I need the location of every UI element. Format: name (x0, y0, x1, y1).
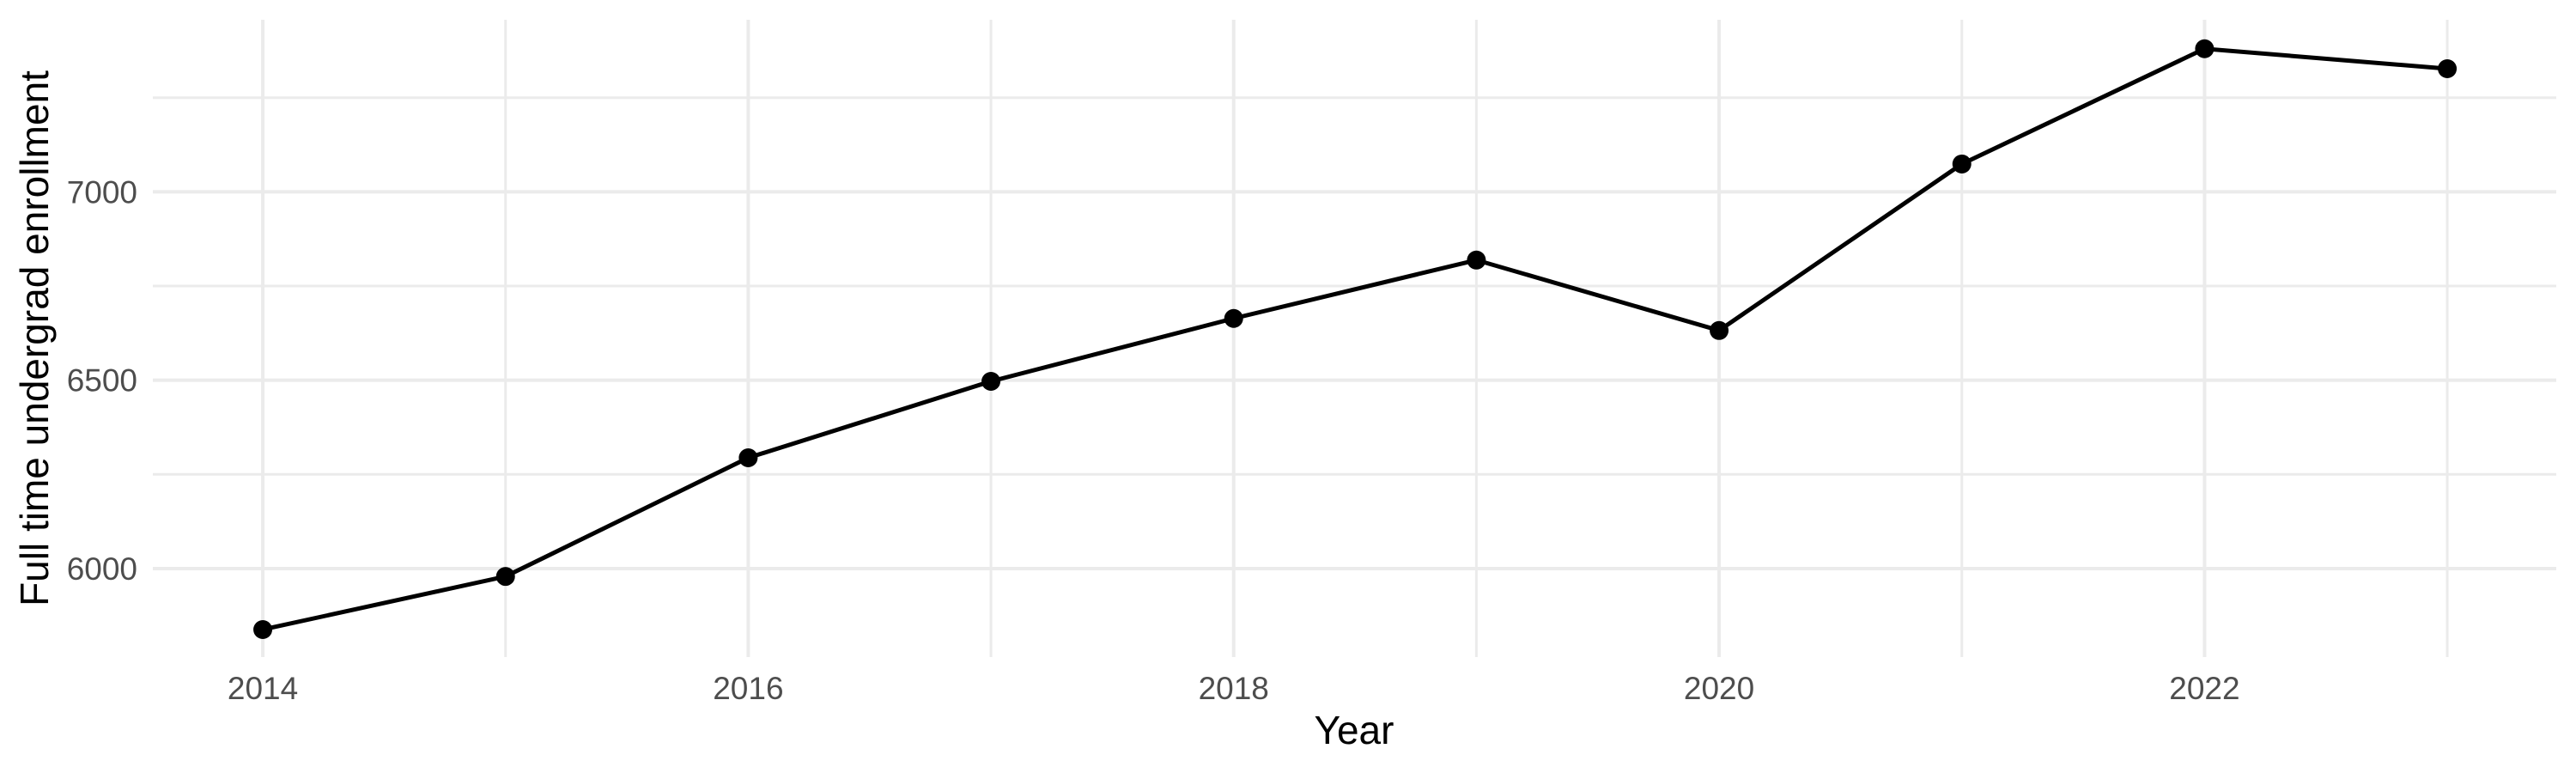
data-point (981, 371, 1001, 391)
data-point (738, 448, 758, 468)
series-line (262, 46, 2448, 632)
x-tick-label: 2018 (1199, 671, 1269, 706)
gridlines-major (153, 20, 2556, 657)
y-tick-label: 6500 (67, 363, 137, 399)
x-tick-label: 2016 (713, 671, 783, 706)
x-tick-label: 2022 (2169, 671, 2239, 706)
plot-panel (153, 20, 2556, 657)
data-point (1224, 308, 1243, 328)
y-axis-title: Full time undergrad enrollment (12, 70, 57, 606)
data-point (253, 619, 273, 639)
x-tick-label: 2020 (1684, 671, 1754, 706)
x-axis-tick-labels: 2014 2016 2018 2020 2022 (228, 671, 2240, 706)
data-point (1710, 320, 1729, 340)
data-series (253, 39, 2458, 639)
data-point (495, 567, 515, 587)
y-tick-label: 7000 (67, 174, 137, 210)
data-point (1467, 250, 1486, 270)
y-axis-tick-labels: 6000 6500 7000 (67, 174, 137, 587)
x-axis-title: Year (1315, 708, 1394, 752)
y-tick-label: 6000 (67, 551, 137, 587)
data-point (2438, 59, 2458, 79)
x-tick-label: 2014 (228, 671, 298, 706)
data-point (1952, 154, 1971, 173)
data-point (2195, 39, 2215, 58)
gridlines-minor (153, 20, 2556, 657)
